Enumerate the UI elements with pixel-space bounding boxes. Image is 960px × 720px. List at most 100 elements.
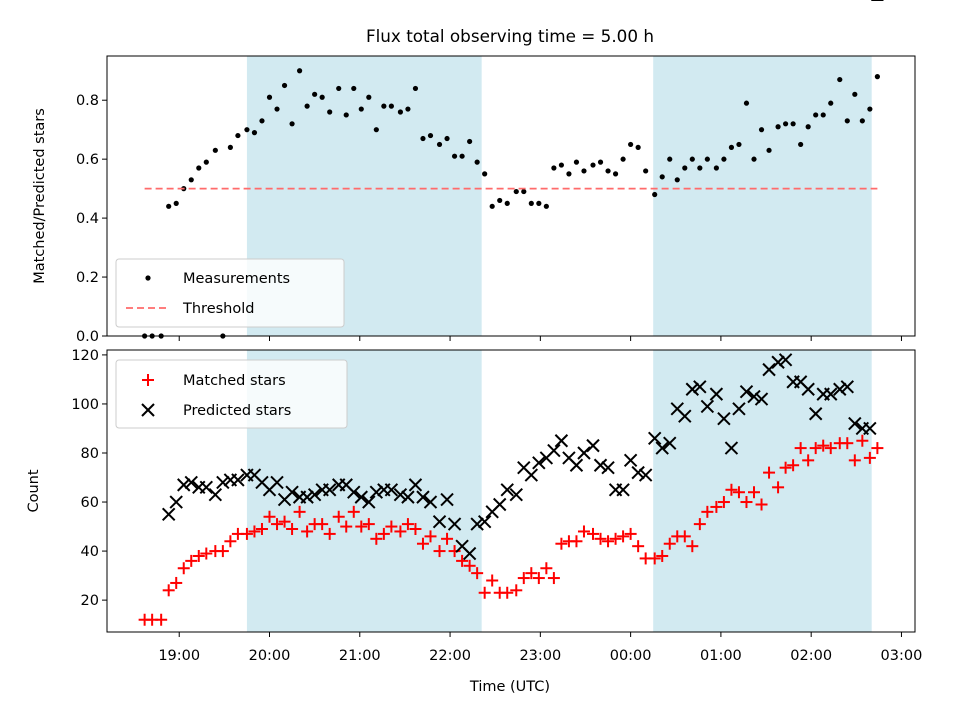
measurement-point <box>459 153 465 159</box>
measurement-point <box>436 141 443 148</box>
measurement-point <box>251 130 258 136</box>
top-ytick-label: 0.2 <box>76 270 99 286</box>
bottom-shaded-interval-2 <box>653 350 872 632</box>
measurement-point <box>427 132 434 139</box>
measurement-point <box>366 94 372 100</box>
x-axis-label: Time (UTC) <box>469 679 550 695</box>
matched-star-point <box>323 527 336 540</box>
measurement-point <box>844 118 850 124</box>
predicted-star-point <box>354 490 368 504</box>
predicted-star-point <box>161 507 176 522</box>
measurement-point <box>543 203 549 209</box>
predicted-star-point <box>509 487 523 502</box>
measurement-point <box>820 112 826 118</box>
matched-star-point <box>478 586 491 599</box>
predicted-star-point <box>208 487 223 502</box>
matched-star-point <box>433 545 446 558</box>
matched-star-point <box>394 525 407 538</box>
measurement-point <box>743 100 750 106</box>
predicted-star-point <box>616 483 630 497</box>
matched-star-point <box>693 518 706 531</box>
bottom-panel: 20 40 60 80 100 120 19:00 20:00 21:00 22:00 23:00… <box>26 0 922 695</box>
xtick-label: 02:00 <box>790 648 832 664</box>
measurement-point <box>381 103 387 109</box>
legend-measurements-marker <box>145 275 151 281</box>
matched-star-point <box>817 439 830 452</box>
measurement-point <box>713 165 719 171</box>
predicted-star-point <box>663 436 677 450</box>
measurement-point <box>327 109 333 115</box>
matched-star-point <box>401 518 414 531</box>
measurement-point <box>227 144 233 150</box>
predicted-star-point <box>307 487 322 502</box>
measurement-point <box>420 135 426 142</box>
bottom-x-ticks: 19:00 20:00 21:00 22:00 23:00 00:00 01:00 02:00… <box>158 632 922 664</box>
predicted-star-point <box>447 517 462 531</box>
matched-star-point <box>617 530 630 543</box>
matched-star-point <box>224 535 237 548</box>
top-panel: 0.00.20.40.60.8 Matched/Predicted stars … <box>32 55 916 345</box>
measurement-point <box>697 165 703 171</box>
matched-star-point <box>355 520 368 533</box>
predicted-star-point <box>500 483 514 497</box>
top-x-ticks <box>178 336 902 341</box>
measurement-point <box>620 156 626 162</box>
legend-measurements-label: Measurements <box>183 271 290 287</box>
measurement-point <box>667 156 673 162</box>
measurement-point <box>212 147 218 153</box>
predicted-star-point <box>638 468 653 482</box>
measurement-point <box>597 159 604 165</box>
predicted-star-point <box>493 497 507 512</box>
predicted-star-point <box>169 495 183 509</box>
measurement-point <box>581 168 587 174</box>
top-axes-frame <box>106 55 916 337</box>
predicted-star-point <box>231 473 245 487</box>
predicted-star-point <box>848 416 862 431</box>
matched-star-point <box>301 525 314 538</box>
measurement-point <box>173 200 179 206</box>
predicted-star-point <box>747 389 761 404</box>
measurement-point <box>259 118 265 124</box>
predicted-star-point <box>586 438 600 453</box>
bottom-y-axis-label: Count <box>26 469 42 512</box>
matched-star-point <box>416 537 429 550</box>
measurement-point <box>704 156 710 162</box>
predicted-star-point <box>369 485 384 499</box>
matched-star-point <box>441 532 454 545</box>
predicted-star-point <box>739 384 754 399</box>
xtick-label: 03:00 <box>881 648 923 664</box>
measurement-point <box>551 165 557 171</box>
measurement-point <box>504 200 510 206</box>
matched-star-point <box>286 523 299 536</box>
measurement-point <box>497 197 503 204</box>
measurement-point <box>188 177 194 183</box>
measurement-point <box>521 188 527 195</box>
matched-star-point <box>456 554 469 567</box>
matched-star-point <box>609 532 622 545</box>
measurement-point <box>558 162 565 168</box>
matched-star-point <box>385 520 398 533</box>
predicted-star-point <box>685 382 700 396</box>
matched-star-point <box>293 505 306 518</box>
predicted-star-point <box>285 485 299 499</box>
matched-star-point <box>717 496 730 509</box>
matched-star-point <box>240 527 253 540</box>
measurement-point <box>628 141 634 148</box>
top-y-axis-label: Matched/Predicted stars <box>32 108 48 284</box>
measurement-point <box>859 118 865 124</box>
matched-star-point <box>162 584 175 597</box>
matched-star-point <box>532 572 545 585</box>
measurement-point <box>451 153 458 159</box>
matched-star-point <box>200 547 213 560</box>
predicted-star-point <box>840 380 854 394</box>
predicted-star-point <box>270 475 284 490</box>
matched-star-point <box>802 454 815 467</box>
predicted-star-point <box>184 475 198 490</box>
predicted-star-point <box>384 483 399 497</box>
matched-star-point <box>725 483 738 496</box>
measurement-point <box>274 106 280 112</box>
matched-star-point <box>555 537 568 550</box>
matched-star-point <box>570 535 583 548</box>
measurement-point <box>513 188 519 195</box>
measurement-point <box>489 203 495 209</box>
